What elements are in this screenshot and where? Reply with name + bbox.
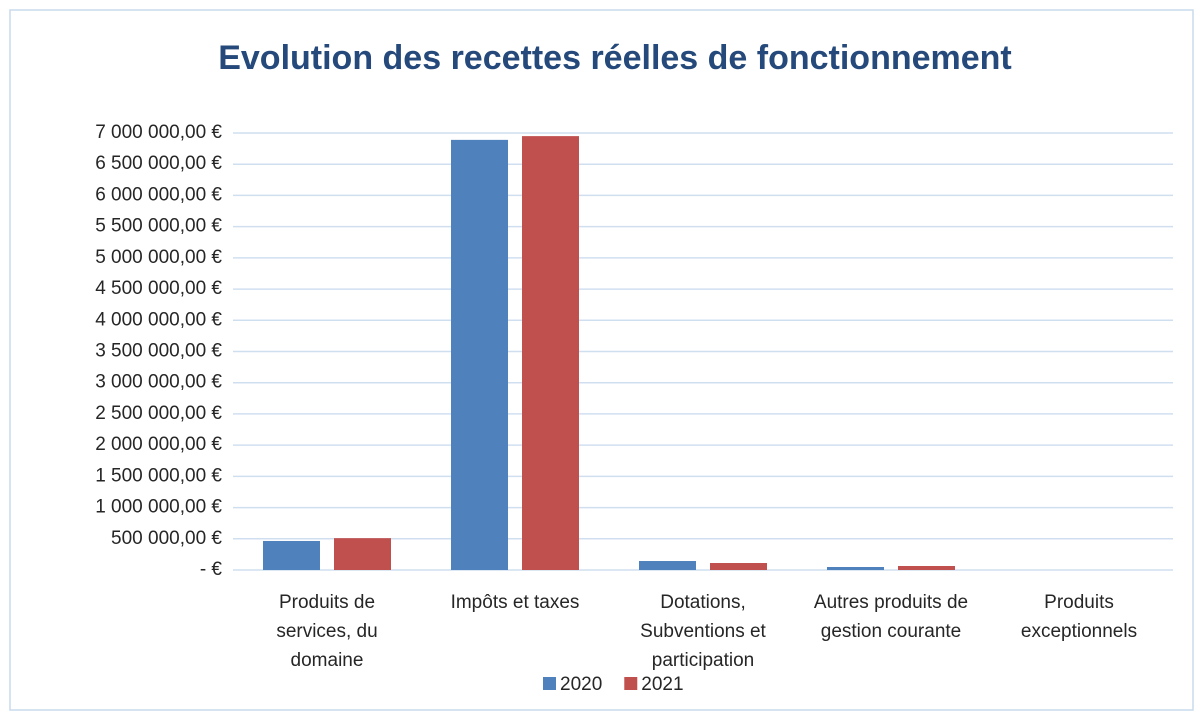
- y-tick-label: 2 500 000,00 €: [95, 403, 222, 424]
- y-tick-label: 5 000 000,00 €: [95, 247, 222, 268]
- chart-frame: [9, 9, 1194, 711]
- bar: [639, 561, 696, 570]
- y-tick-label: 5 500 000,00 €: [95, 216, 222, 237]
- bar: [827, 567, 884, 570]
- legend-label: 2021: [641, 674, 683, 695]
- x-tick-label: Autres produits de gestion courante: [813, 592, 969, 642]
- bar: [263, 540, 320, 570]
- legend-swatch: [624, 677, 638, 690]
- x-tick-label: Impôts et taxes: [450, 592, 580, 613]
- x-tick-label: Produits de services, du domaine: [276, 592, 378, 671]
- y-tick-label: 500 000,00 €: [111, 528, 222, 549]
- y-tick-label: 4 500 000,00 €: [95, 278, 222, 299]
- legend-swatch: [543, 677, 556, 690]
- y-tick-label: 3 000 000,00 €: [95, 372, 222, 393]
- x-tick-label: Dotations, Subventions et participation: [640, 592, 766, 671]
- y-tick-label: - €: [200, 559, 223, 580]
- y-tick-label: 3 500 000,00 €: [95, 341, 222, 362]
- y-tick-label: 1 500 000,00 €: [95, 465, 222, 486]
- y-tick-label: 1 000 000,00 €: [95, 497, 222, 518]
- y-tick-label: 6 500 000,00 €: [95, 153, 222, 174]
- x-tick-label: Produits exceptionnels: [1020, 592, 1138, 642]
- bar: [334, 538, 391, 570]
- legend-label: 2020: [560, 674, 602, 695]
- bar: [451, 139, 508, 571]
- bar: [522, 136, 579, 570]
- bar: [898, 566, 955, 570]
- y-tick-label: 7 000 000,00 €: [95, 122, 222, 143]
- bar: [710, 563, 767, 570]
- chart-title: Evolution des recettes réelles de foncti…: [218, 39, 1012, 77]
- y-tick-label: 2 000 000,00 €: [95, 434, 222, 455]
- y-tick-label: 6 000 000,00 €: [95, 184, 222, 205]
- y-tick-label: 4 000 000,00 €: [95, 309, 222, 330]
